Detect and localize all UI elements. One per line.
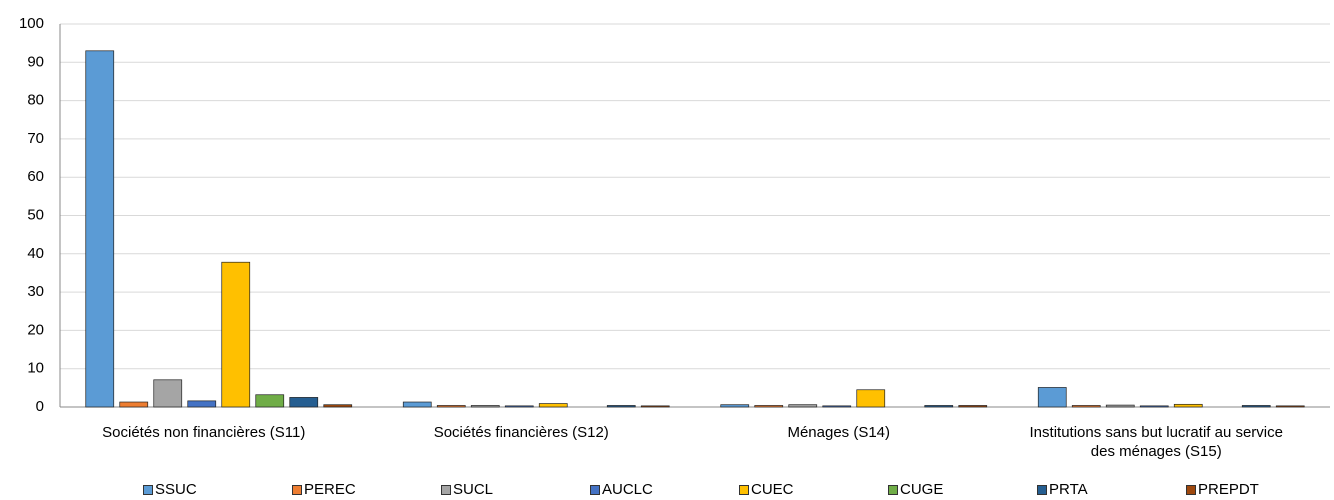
bar [85, 50, 115, 408]
legend-swatch [441, 484, 451, 495]
bar [255, 394, 285, 408]
y-tick-label: 50 [27, 206, 44, 223]
legend-item: PRTA [1037, 481, 1088, 498]
legend-item: SSUC [143, 481, 197, 498]
x-tick-label: Institutions sans but lucratif au servic… [1029, 424, 1283, 460]
bar [1105, 404, 1135, 408]
bar [958, 405, 988, 408]
bar [504, 405, 534, 408]
bar [1275, 405, 1305, 408]
bar [1139, 405, 1169, 408]
bar [924, 405, 954, 408]
y-tick-label: 0 [36, 398, 44, 415]
x-tick-label: Sociétés financières (S12) [433, 424, 609, 441]
legend-label: SUCL [453, 481, 494, 498]
legend-swatch [888, 484, 898, 495]
legend-swatch [143, 484, 153, 495]
bar [119, 401, 149, 408]
y-tick-label: 40 [27, 245, 44, 262]
y-tick-label: 10 [27, 360, 44, 377]
bar [436, 405, 466, 408]
bar [606, 405, 636, 408]
x-tick-label: Sociétés non financières (S11) [102, 424, 306, 441]
legend-swatch [1037, 484, 1047, 495]
legend-label: CUEC [751, 481, 794, 498]
bar [187, 400, 217, 408]
bar [323, 404, 353, 408]
legend-swatch [1186, 484, 1196, 495]
bar [538, 403, 568, 408]
bar [289, 397, 319, 408]
legend-label: PREPDT [1198, 481, 1259, 498]
bar [640, 405, 670, 408]
bar [788, 404, 818, 408]
bar [1071, 405, 1101, 408]
y-tick-label: 30 [27, 283, 44, 300]
bar [402, 401, 432, 408]
x-tick-label: Ménages (S14) [787, 424, 891, 441]
legend-item: PEREC [292, 481, 356, 498]
legend-item: CUGE [888, 481, 943, 498]
bar [754, 405, 784, 408]
bar [470, 405, 500, 408]
bar [856, 389, 886, 408]
bar [1037, 387, 1067, 408]
y-tick-label: 100 [19, 15, 44, 32]
legend-item: AUCLC [590, 481, 653, 498]
bar [153, 379, 183, 408]
legend-item: PREPDT [1186, 481, 1259, 498]
bar [720, 404, 750, 408]
legend-label: CUGE [900, 481, 944, 498]
legend-swatch [292, 484, 302, 495]
y-tick-label: 80 [27, 92, 44, 109]
legend-label: PEREC [304, 481, 356, 498]
y-tick-label: 60 [27, 168, 44, 185]
bar [1173, 403, 1203, 408]
legend-item: SUCL [441, 481, 493, 498]
legend-item: CUEC [739, 481, 794, 498]
y-tick-label: 70 [27, 130, 44, 147]
bar [1241, 405, 1271, 408]
legend-label: SSUC [155, 481, 197, 498]
legend-swatch [739, 484, 749, 495]
legend-label: AUCLC [602, 481, 653, 498]
y-tick-label: 90 [27, 53, 44, 70]
y-tick-label: 20 [27, 321, 44, 338]
legend-swatch [590, 484, 600, 495]
bar [221, 261, 251, 408]
legend-label: PRTA [1049, 481, 1088, 498]
bar [822, 405, 852, 408]
